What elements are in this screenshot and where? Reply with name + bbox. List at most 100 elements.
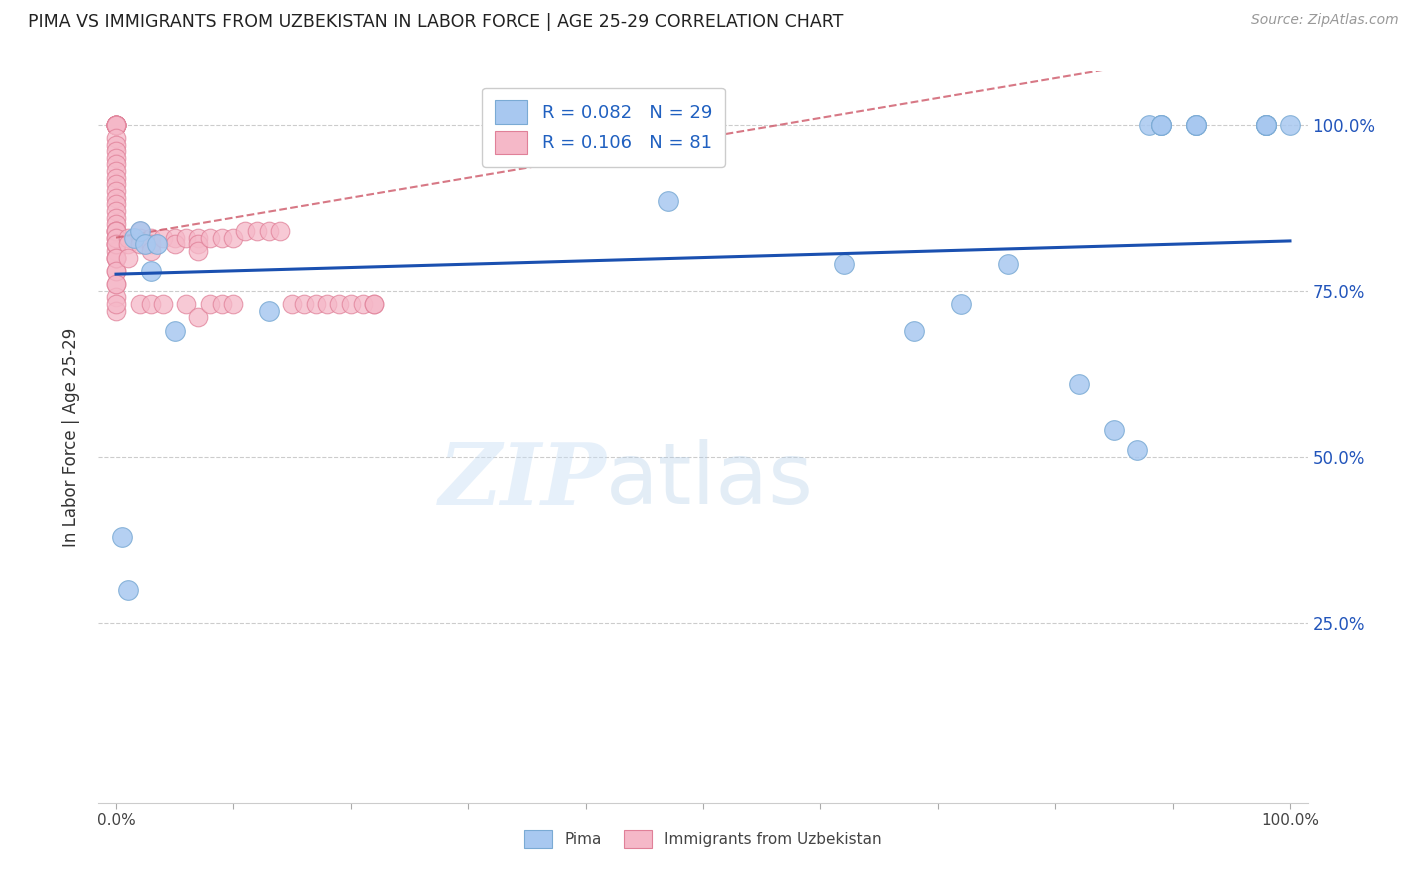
Point: [128, 230, 150, 244]
Point: [105, 251, 128, 265]
Point: [105, 118, 128, 132]
Point: [1278, 118, 1301, 132]
Point: [141, 237, 163, 252]
Point: [657, 194, 679, 208]
Point: [198, 230, 221, 244]
Point: [363, 297, 385, 311]
Point: [105, 118, 128, 132]
Point: [1150, 118, 1173, 132]
Point: [1256, 118, 1278, 132]
Point: [105, 224, 128, 238]
Legend: Pima, Immigrants from Uzbekistan: Pima, Immigrants from Uzbekistan: [519, 824, 887, 854]
Point: [950, 297, 973, 311]
Point: [105, 224, 128, 238]
Point: [176, 297, 198, 311]
Point: [163, 324, 186, 338]
Point: [122, 230, 145, 244]
Point: [105, 118, 128, 132]
Point: [128, 237, 150, 252]
Point: [105, 230, 128, 244]
Point: [352, 297, 374, 311]
Point: [187, 310, 209, 325]
Point: [1185, 118, 1208, 132]
Point: [128, 224, 150, 238]
Point: [105, 191, 128, 205]
Point: [105, 118, 128, 132]
Point: [105, 118, 128, 132]
Point: [105, 131, 128, 145]
Point: [233, 224, 256, 238]
Point: [257, 303, 280, 318]
Point: [105, 118, 128, 132]
Point: [105, 157, 128, 171]
Text: Source: ZipAtlas.com: Source: ZipAtlas.com: [1251, 13, 1399, 28]
Point: [134, 237, 156, 252]
Y-axis label: In Labor Force | Age 25-29: In Labor Force | Age 25-29: [62, 327, 80, 547]
Point: [211, 297, 233, 311]
Point: [141, 244, 163, 258]
Point: [105, 230, 128, 244]
Point: [1126, 443, 1149, 458]
Point: [105, 224, 128, 238]
Point: [1256, 118, 1278, 132]
Point: [105, 237, 128, 252]
Text: ZIP: ZIP: [439, 439, 606, 523]
Point: [1150, 118, 1173, 132]
Point: [128, 297, 150, 311]
Point: [1150, 118, 1173, 132]
Point: [328, 297, 350, 311]
Point: [163, 230, 186, 244]
Point: [152, 230, 174, 244]
Point: [105, 178, 128, 192]
Point: [105, 277, 128, 292]
Point: [105, 118, 128, 132]
Point: [1102, 424, 1125, 438]
Point: [105, 211, 128, 225]
Point: [222, 297, 245, 311]
Point: [105, 264, 128, 278]
Point: [246, 224, 269, 238]
Point: [105, 151, 128, 165]
Point: [187, 230, 209, 244]
Point: [128, 224, 150, 238]
Point: [105, 297, 128, 311]
Point: [105, 303, 128, 318]
Point: [903, 324, 925, 338]
Point: [141, 264, 163, 278]
Point: [832, 257, 855, 271]
Point: [304, 297, 326, 311]
Point: [105, 118, 128, 132]
Point: [105, 251, 128, 265]
Point: [163, 237, 186, 252]
Point: [105, 277, 128, 292]
Point: [105, 217, 128, 231]
Point: [105, 204, 128, 219]
Point: [111, 530, 134, 544]
Point: [1185, 118, 1208, 132]
Point: [105, 144, 128, 158]
Point: [105, 164, 128, 178]
Point: [316, 297, 339, 311]
Point: [105, 237, 128, 252]
Point: [105, 264, 128, 278]
Point: [152, 297, 174, 311]
Point: [105, 197, 128, 211]
Point: [211, 230, 233, 244]
Point: [146, 237, 169, 252]
Point: [269, 224, 291, 238]
Text: PIMA VS IMMIGRANTS FROM UZBEKISTAN IN LABOR FORCE | AGE 25-29 CORRELATION CHART: PIMA VS IMMIGRANTS FROM UZBEKISTAN IN LA…: [28, 13, 844, 31]
Text: atlas: atlas: [606, 440, 814, 523]
Point: [117, 251, 139, 265]
Point: [997, 257, 1019, 271]
Point: [1256, 118, 1278, 132]
Point: [105, 184, 128, 198]
Point: [141, 297, 163, 311]
Point: [1256, 118, 1278, 132]
Point: [363, 297, 385, 311]
Point: [117, 230, 139, 244]
Point: [222, 230, 245, 244]
Point: [281, 297, 304, 311]
Point: [292, 297, 315, 311]
Point: [198, 297, 221, 311]
Point: [187, 244, 209, 258]
